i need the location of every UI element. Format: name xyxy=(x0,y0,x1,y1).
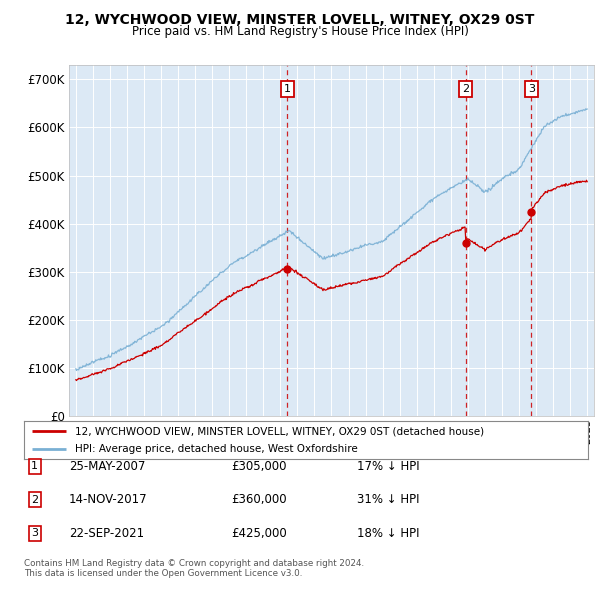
Text: 12, WYCHWOOD VIEW, MINSTER LOVELL, WITNEY, OX29 0ST (detached house): 12, WYCHWOOD VIEW, MINSTER LOVELL, WITNE… xyxy=(75,426,484,436)
Text: This data is licensed under the Open Government Licence v3.0.: This data is licensed under the Open Gov… xyxy=(24,569,302,578)
Text: £425,000: £425,000 xyxy=(231,527,287,540)
Text: £360,000: £360,000 xyxy=(231,493,287,506)
Text: Price paid vs. HM Land Registry's House Price Index (HPI): Price paid vs. HM Land Registry's House … xyxy=(131,25,469,38)
Text: 2: 2 xyxy=(462,84,469,94)
Text: 3: 3 xyxy=(528,84,535,94)
Text: 31% ↓ HPI: 31% ↓ HPI xyxy=(357,493,419,506)
Text: 14-NOV-2017: 14-NOV-2017 xyxy=(69,493,148,506)
Text: 2: 2 xyxy=(31,495,38,504)
Text: 1: 1 xyxy=(284,84,290,94)
Text: 12, WYCHWOOD VIEW, MINSTER LOVELL, WITNEY, OX29 0ST: 12, WYCHWOOD VIEW, MINSTER LOVELL, WITNE… xyxy=(65,13,535,27)
Text: 25-MAY-2007: 25-MAY-2007 xyxy=(69,460,145,473)
Text: 17% ↓ HPI: 17% ↓ HPI xyxy=(357,460,419,473)
Text: Contains HM Land Registry data © Crown copyright and database right 2024.: Contains HM Land Registry data © Crown c… xyxy=(24,559,364,568)
Text: 3: 3 xyxy=(31,529,38,538)
Text: £305,000: £305,000 xyxy=(231,460,287,473)
Text: 22-SEP-2021: 22-SEP-2021 xyxy=(69,527,144,540)
Text: 18% ↓ HPI: 18% ↓ HPI xyxy=(357,527,419,540)
Text: 1: 1 xyxy=(31,461,38,471)
Text: HPI: Average price, detached house, West Oxfordshire: HPI: Average price, detached house, West… xyxy=(75,444,358,454)
